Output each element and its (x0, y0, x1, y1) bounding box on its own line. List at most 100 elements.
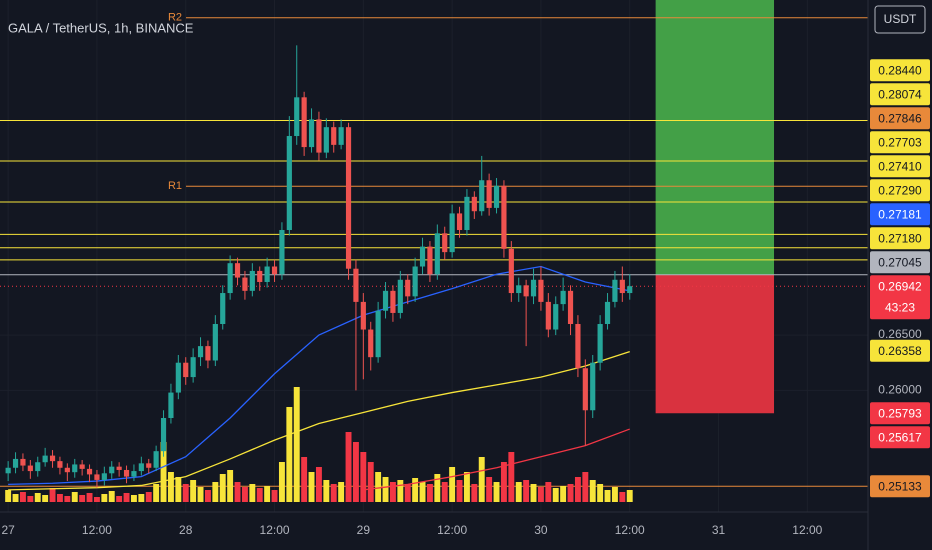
volume-bar (27, 496, 34, 502)
candle-body (183, 362, 189, 378)
volume-bar (219, 474, 226, 502)
volume-bar (227, 470, 234, 502)
volume-bar (352, 442, 359, 502)
volume-bar (523, 480, 530, 502)
candle-body (86, 468, 93, 475)
candle-body (434, 233, 440, 275)
volume-bar (389, 482, 396, 502)
volume-bar (249, 484, 256, 502)
candle-body (560, 290, 566, 305)
candle-body (353, 268, 359, 302)
candle-body (590, 362, 596, 411)
candle-body (345, 127, 352, 269)
volume-bar (160, 442, 167, 502)
candle-body (382, 290, 389, 311)
price-badge-label: 0.25617 (878, 430, 922, 444)
volume-bar (619, 492, 626, 502)
volume-bar (367, 462, 374, 502)
volume-bar (71, 492, 78, 502)
volume-bar (404, 484, 411, 502)
candle-body (523, 285, 529, 297)
volume-bar (382, 477, 389, 502)
candle-body (49, 455, 56, 462)
price-badge (870, 426, 930, 449)
volume-bar (582, 472, 589, 502)
volume-bar (315, 467, 322, 502)
volume-bar (426, 484, 433, 502)
volume-bar (293, 387, 300, 502)
candle-body (331, 127, 337, 145)
price-badge (870, 155, 930, 178)
x-tick-label: 12:00 (82, 523, 112, 537)
volume-bar (204, 490, 211, 502)
volume-bar (153, 484, 160, 502)
price-badge (870, 475, 930, 498)
currency-badge[interactable] (874, 5, 926, 34)
volume-bar (434, 474, 441, 502)
price-badge-label: 0.27045 (878, 255, 922, 269)
volume-bar (345, 432, 352, 502)
candle-body (545, 301, 551, 330)
candle-body (79, 464, 85, 469)
candle-body (190, 357, 196, 378)
volume-bar (278, 462, 285, 502)
candle-body (538, 279, 544, 302)
x-tick-label: 12:00 (437, 523, 467, 537)
candle-body (338, 127, 344, 145)
candle-body (294, 97, 300, 137)
candle-body (427, 246, 433, 275)
candle-body (375, 310, 381, 358)
price-badge-label: 0.27410 (878, 159, 922, 173)
candle-body (175, 362, 181, 393)
candle-body (131, 471, 137, 477)
volume-bar (101, 494, 108, 502)
candle-body (138, 463, 144, 472)
plot-area: R2 R1 (0, 0, 868, 502)
candle-body (612, 279, 618, 302)
volume-bar (508, 452, 515, 502)
axes: 27 12:00 28 12:00 29 12:00 30 12:00 31 12:00 0.260… (1, 59, 930, 537)
price-badge (870, 107, 930, 130)
currency-label[interactable]: USDT (884, 12, 917, 26)
volume-bar (64, 496, 71, 502)
candle-body (582, 368, 588, 411)
price-badge-label: 0.25793 (878, 406, 922, 420)
volume-bar (190, 480, 197, 502)
candle-body (286, 136, 292, 231)
candle-body (449, 213, 455, 253)
x-tick-label: 12:00 (792, 523, 822, 537)
price-badge (870, 83, 930, 106)
price-badge-label: 0.27181 (878, 207, 922, 221)
volume-bar (34, 493, 41, 502)
candle-body (153, 451, 159, 468)
volume-bar (108, 491, 115, 502)
candle-body (530, 279, 537, 297)
candle-body (442, 233, 448, 253)
y-tick-label: 0.26000 (878, 383, 922, 397)
volume-bar (486, 477, 493, 502)
candle-body (160, 418, 167, 452)
candle-body (397, 279, 403, 313)
volume-bar (182, 484, 189, 502)
volume-bar (138, 494, 145, 502)
moving-average-line (8, 351, 630, 491)
candle-body (479, 180, 485, 212)
candle-body (123, 469, 130, 477)
volume-bar (375, 472, 382, 502)
volume-bar (567, 484, 574, 502)
volume-bar (449, 467, 456, 502)
volume-bar (574, 477, 581, 502)
candle-body (419, 246, 426, 267)
candle-body (486, 180, 492, 208)
candle-body (316, 119, 322, 153)
price-badge-label: 0.25133 (878, 479, 922, 493)
x-tick-label: 30 (534, 523, 548, 537)
candle-body (220, 293, 226, 325)
volume-bar (530, 484, 537, 502)
volume-bar (456, 480, 463, 502)
price-badge (870, 179, 930, 202)
volume-bar (79, 495, 86, 502)
candle-body (279, 230, 285, 275)
